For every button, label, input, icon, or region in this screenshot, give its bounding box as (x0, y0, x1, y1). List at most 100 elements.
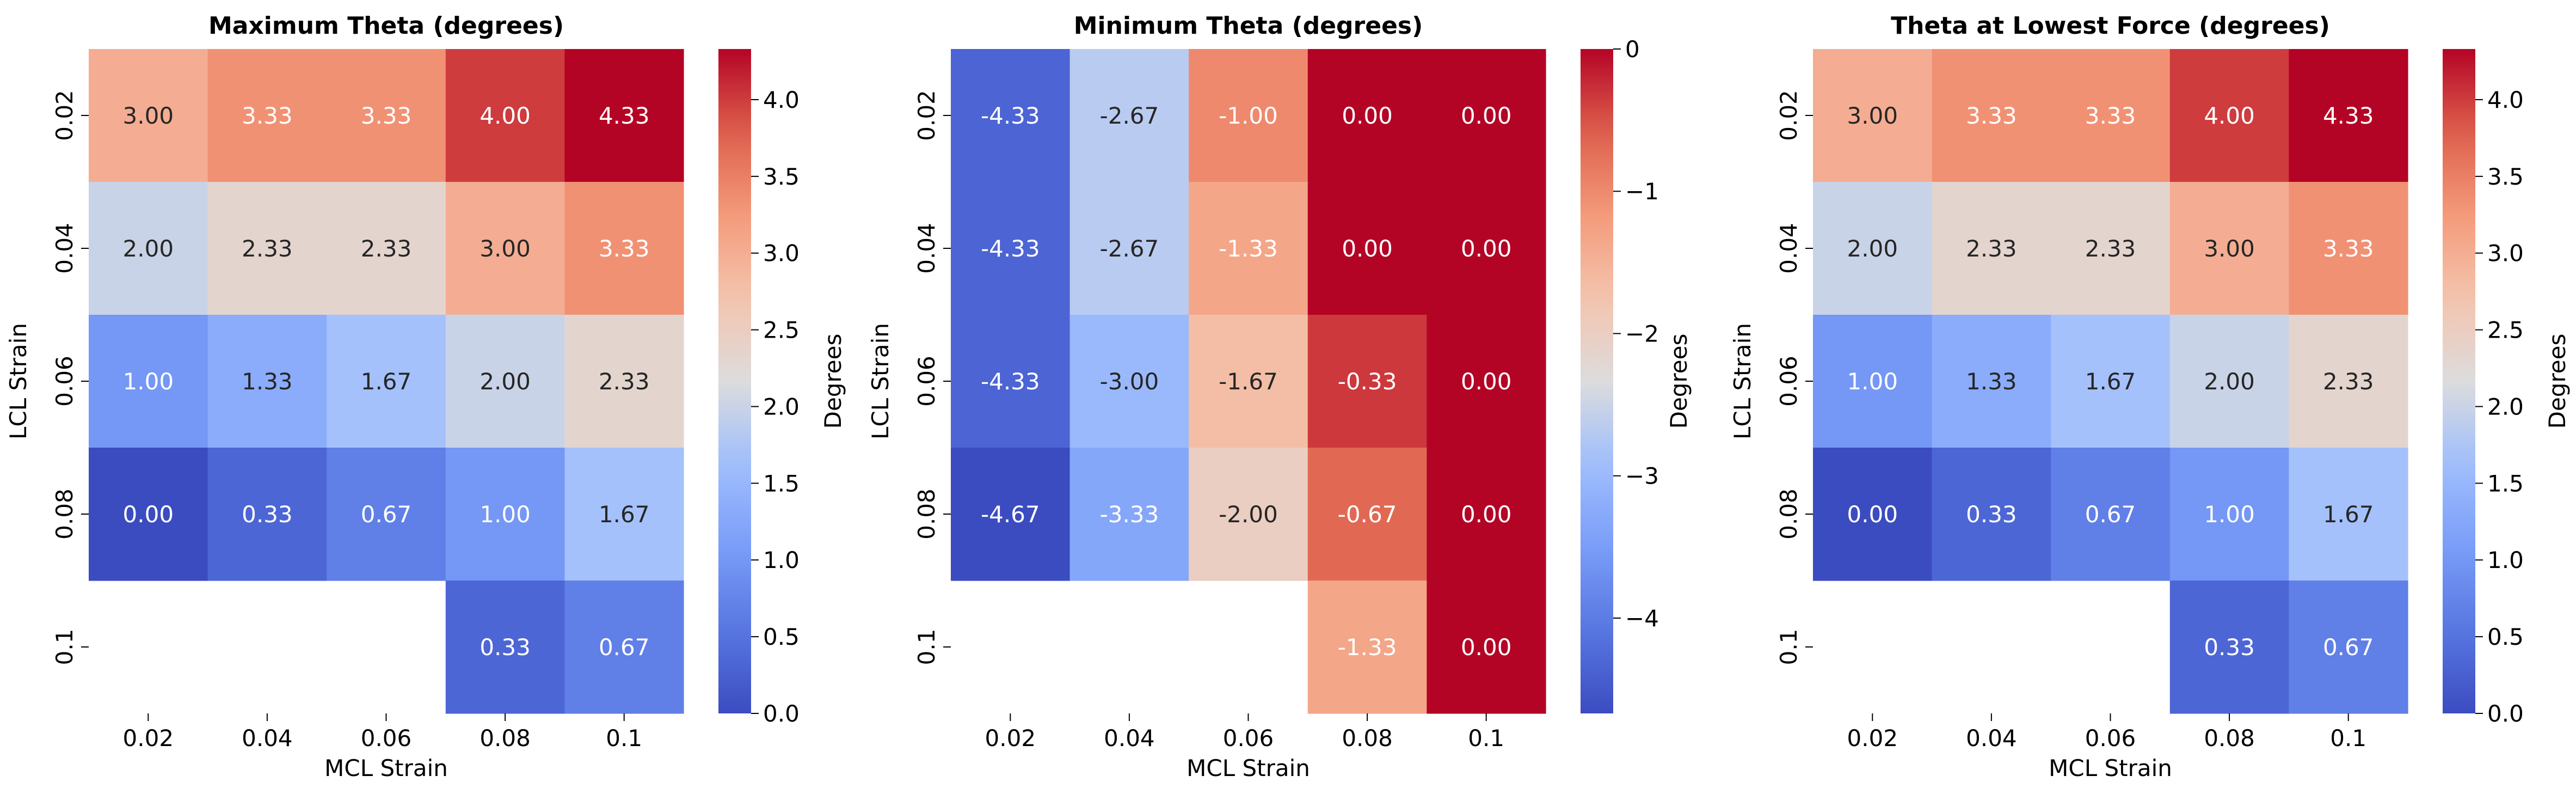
panel-title: Maximum Theta (degrees) (208, 12, 564, 40)
heatmap-cell (1307, 182, 1427, 315)
heatmap-cell (1189, 49, 1308, 182)
cell-value-label: 0.00 (1461, 368, 1512, 395)
x-tick-label: 0.08 (1342, 725, 1393, 752)
cell-value-label: 2.00 (123, 235, 174, 262)
cell-value-label: 3.33 (242, 102, 293, 129)
x-axis-label: MCL Strain (1186, 755, 1310, 781)
cell-value-label: 2.33 (361, 235, 412, 262)
heatmap-cell (445, 49, 565, 182)
colorbar-tick-label: −4 (1625, 605, 1659, 632)
cell-value-label: 3.33 (599, 235, 650, 262)
cell-value-label: 0.33 (479, 634, 531, 661)
cell-value-label: 0.33 (242, 501, 293, 528)
cell-value-label: 3.33 (361, 102, 412, 129)
heatmap-cell (207, 315, 327, 448)
heatmap-cell (445, 182, 565, 315)
cell-value-label: 2.33 (599, 368, 650, 395)
y-tick-label: 0.02 (1775, 90, 1802, 141)
cell-value-label: 0.00 (123, 501, 174, 528)
cell-value-label: 0.00 (1342, 235, 1393, 262)
cell-value-label: 0.33 (1966, 501, 2017, 528)
heatmap-cell (327, 182, 446, 315)
cell-value-label: 4.00 (479, 102, 531, 129)
heatmap-cell (2289, 448, 2408, 581)
heatmap-cell (564, 315, 684, 448)
cell-value-label: -0.67 (1338, 501, 1397, 528)
cell-value-label: 1.33 (1966, 368, 2017, 395)
colorbar-label: Degrees (820, 334, 846, 429)
cell-value-label: -4.33 (981, 235, 1040, 262)
x-tick-label: 0.06 (2085, 725, 2136, 752)
heatmap-cell (1069, 182, 1189, 315)
cell-value-label: -1.33 (1219, 235, 1278, 262)
heatmap-cell (1932, 448, 2051, 581)
colorbar-tick-label: 4.0 (763, 87, 800, 113)
colorbar-tick-label: 0.5 (763, 624, 800, 650)
cell-value-label: 2.00 (479, 368, 531, 395)
y-tick-label: 0.08 (1775, 488, 1802, 540)
x-axis-label: MCL Strain (2049, 755, 2172, 781)
cell-value-label: 4.00 (2204, 102, 2255, 129)
panel-title: Theta at Lowest Force (degrees) (1891, 12, 2330, 40)
cell-value-label: 3.00 (2204, 235, 2255, 262)
colorbar-tick-label: 0 (1625, 36, 1640, 63)
cell-value-label: 1.67 (2323, 501, 2374, 528)
heatmap-cell (951, 182, 1071, 315)
cell-value-label: -2.67 (1100, 235, 1159, 262)
y-tick-label: 0.06 (913, 356, 940, 407)
cell-value-label: 0.00 (1461, 501, 1512, 528)
heatmap-cell (207, 448, 327, 581)
colorbar: −4 −3 −2 −1 0 Degrees (1581, 36, 1692, 713)
colorbar: 0.0 0.5 1.0 1.5 2.0 2.5 3.0 3.5 4.0 Degrees (2443, 49, 2571, 727)
colorbar-tick-label: 3.5 (763, 163, 800, 190)
heatmap-panel-2: Minimum Theta (degrees) -4.33 -2.67 -1.00 0.… (867, 12, 1692, 781)
colorbar-label: Degrees (1665, 334, 1692, 429)
y-tick-label: 0.1 (51, 629, 78, 665)
heatmap-cell (951, 448, 1071, 581)
x-tick-label: 0.04 (1966, 725, 2017, 752)
heatmap-cell (951, 315, 1071, 448)
cell-value-label: 0.00 (1847, 501, 1898, 528)
colorbar-label: Degrees (2544, 334, 2571, 429)
cell-value-label: -3.00 (1100, 368, 1159, 395)
colorbar-tick-label: 2.0 (763, 393, 800, 420)
y-tick-label: 0.04 (913, 223, 940, 274)
cell-value-label: 0.00 (1461, 235, 1512, 262)
cell-value-label: -1.33 (1338, 634, 1397, 661)
cell-value-label: -2.00 (1219, 501, 1278, 528)
heatmap-cell (2051, 49, 2171, 182)
x-tick-label: 0.06 (361, 725, 412, 752)
cell-value-label: 3.33 (2323, 235, 2374, 262)
heatmap-cell (2289, 315, 2408, 448)
cell-value-label: 0.00 (1461, 102, 1512, 129)
y-tick-label: 0.1 (1775, 629, 1802, 665)
y-tick-label: 0.06 (51, 356, 78, 407)
heatmap-cell (1932, 49, 2051, 182)
colorbar-tick-label: 3.0 (2487, 240, 2524, 267)
x-axis-label: MCL Strain (324, 755, 448, 781)
heatmap-cell (1069, 315, 1189, 448)
heatmap-cell (327, 315, 446, 448)
y-tick-label: 0.02 (51, 90, 78, 141)
cell-value-label: 4.33 (599, 102, 650, 129)
cell-value-label: 1.00 (1847, 368, 1898, 395)
colorbar: 0.0 0.5 1.0 1.5 2.0 2.5 3.0 3.5 4.0 Degrees (718, 49, 846, 727)
cell-value-label: 2.00 (2204, 368, 2255, 395)
cell-value-label: 1.33 (242, 368, 293, 395)
heatmap-cell (1189, 182, 1308, 315)
colorbar-tick-label: 1.5 (763, 470, 800, 497)
colorbar-tick-label: −1 (1625, 178, 1659, 205)
heatmap-cell (2289, 182, 2408, 315)
heatmap-cell (89, 182, 208, 315)
heatmap-cell (89, 49, 208, 182)
heatmap-cell (1307, 581, 1427, 714)
heatmap-cell (1813, 49, 1933, 182)
colorbar-tick-label: 1.0 (763, 547, 800, 573)
heatmap-cell (2289, 49, 2408, 182)
heatmap-cell (564, 581, 684, 714)
cell-value-label: 4.33 (2323, 102, 2374, 129)
x-tick-label: 0.1 (1468, 725, 1504, 752)
cell-value-label: 1.00 (2204, 501, 2255, 528)
heatmap-cell (2169, 182, 2289, 315)
